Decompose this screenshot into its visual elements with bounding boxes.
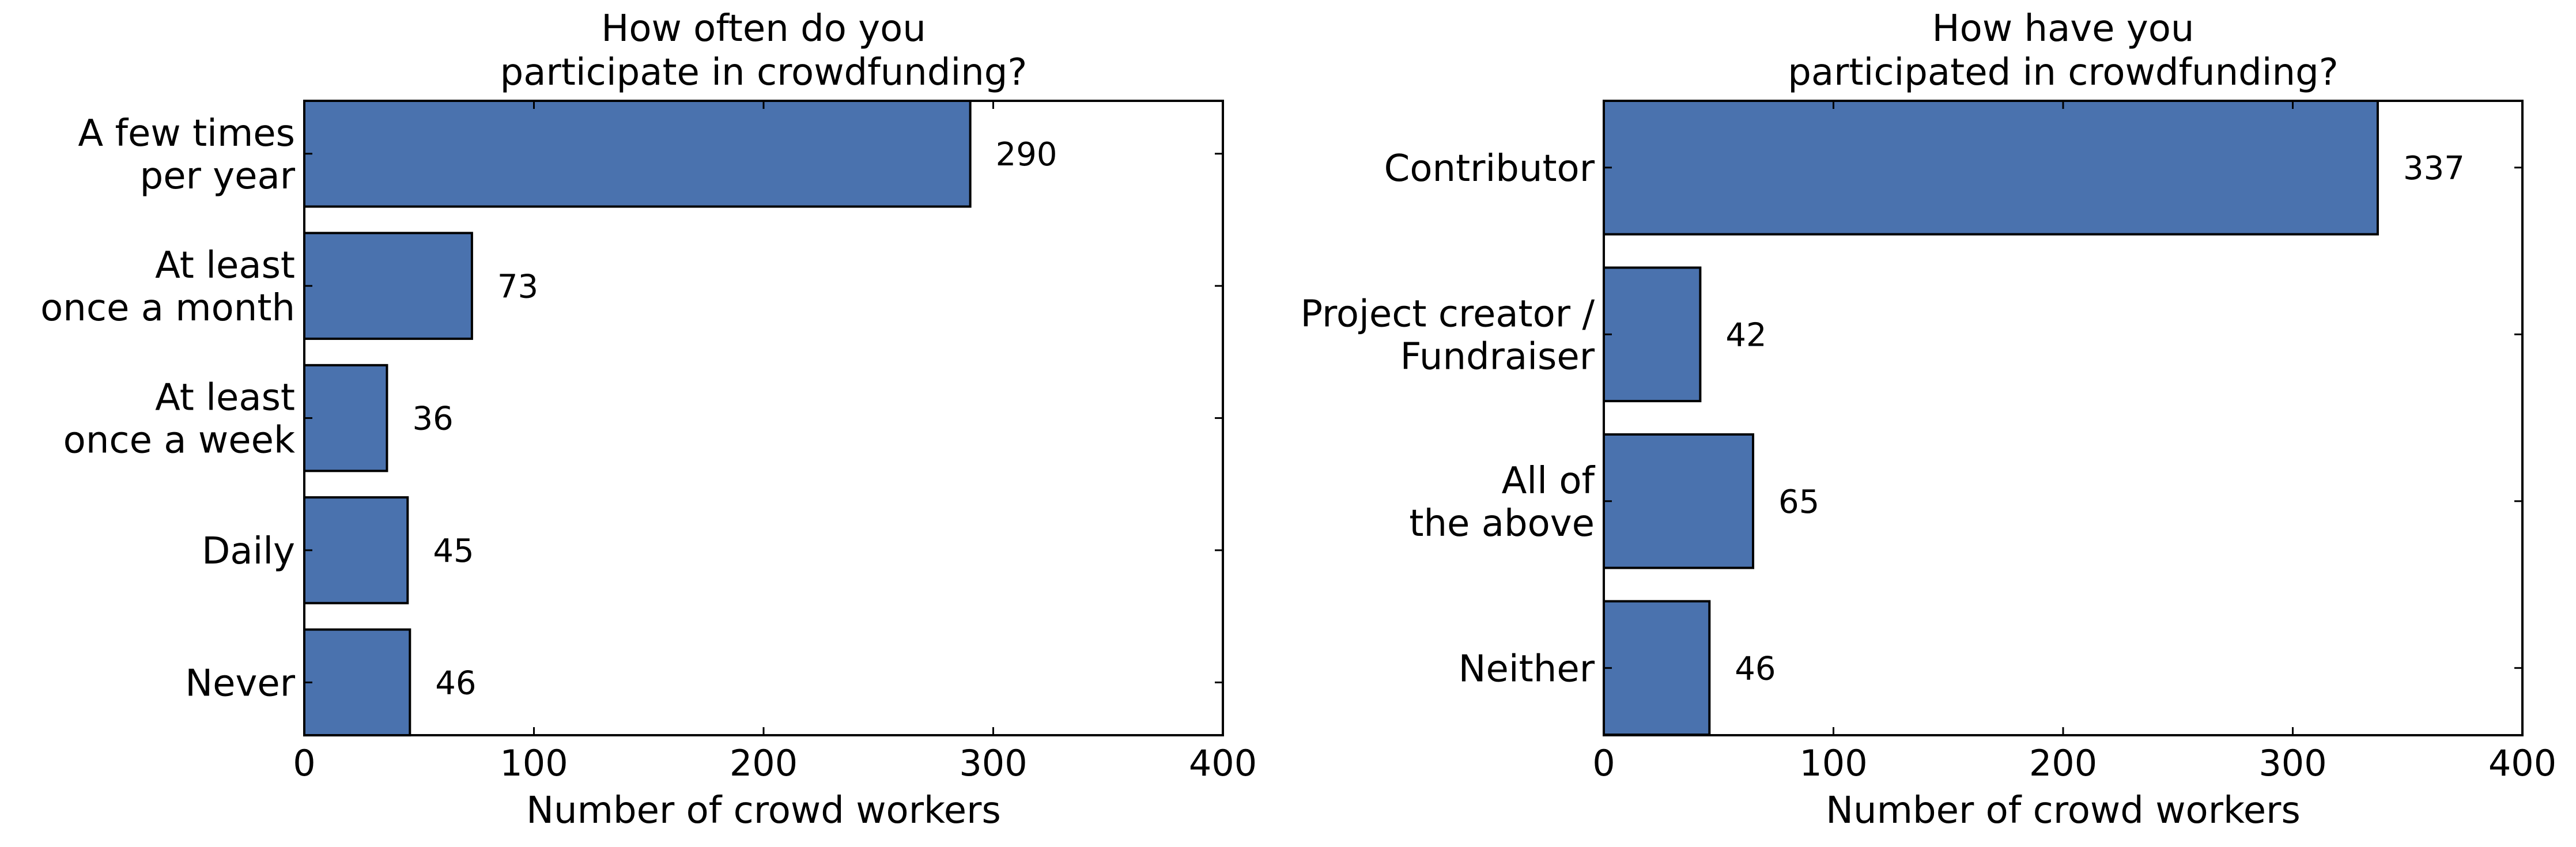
bar: [1603, 433, 1755, 569]
bar: [1603, 266, 1702, 403]
bar: [1603, 600, 1711, 736]
x-tick-label: 200: [2029, 742, 2097, 784]
x-tick-label: 400: [1189, 742, 1257, 784]
data-label: 42: [1725, 316, 1766, 354]
x-tick-label: 400: [2488, 742, 2556, 784]
category-label: At least once a week: [63, 377, 295, 462]
chart-panel-crowdfunding-role: Contributor 337 Project creator / Fundraise…: [1301, 7, 2557, 832]
data-label: 65: [1778, 483, 1819, 521]
category-label: Daily: [202, 530, 295, 573]
x-tick-label: 300: [959, 742, 1027, 784]
data-label: 73: [497, 268, 538, 305]
x-tick-label: 200: [730, 742, 798, 784]
category-label: Never: [185, 662, 296, 705]
data-label: 46: [435, 665, 476, 702]
category-label: At least once a month: [40, 244, 295, 330]
bar: [303, 232, 473, 340]
x-axis-label: Number of crowd workers: [1826, 789, 2301, 832]
data-label: 337: [2403, 150, 2465, 187]
category-label: Project creator / Fundraiser: [1301, 293, 1595, 378]
x-tick-label: 300: [2258, 742, 2326, 784]
bar: [1603, 100, 2379, 236]
bar: [303, 628, 411, 737]
bar: [303, 100, 972, 208]
category-label: Neither: [1459, 648, 1595, 690]
x-axis-label: Number of crowd workers: [526, 789, 1001, 832]
category-label: Contributor: [1384, 148, 1595, 190]
chart-panel-crowdfunding-frequency: A few times per year 290 At least once a mon…: [40, 7, 1257, 832]
x-tick-label: 0: [1592, 742, 1615, 784]
data-label: 290: [996, 136, 1057, 173]
category-label: A few times per year: [78, 112, 295, 198]
chart-title: How have you participated in crowdfunding…: [1788, 7, 2338, 94]
x-tick-label: 100: [500, 742, 568, 784]
data-label: 46: [1735, 650, 1776, 687]
data-label: 45: [433, 532, 474, 570]
x-tick-label: 0: [293, 742, 315, 784]
chart-title: How often do you participate in crowdfund…: [500, 7, 1028, 94]
category-label: All of the above: [1409, 460, 1595, 545]
bar: [303, 496, 409, 604]
data-label: 36: [412, 400, 453, 438]
bar: [303, 364, 388, 472]
x-tick-label: 100: [1799, 742, 1867, 784]
